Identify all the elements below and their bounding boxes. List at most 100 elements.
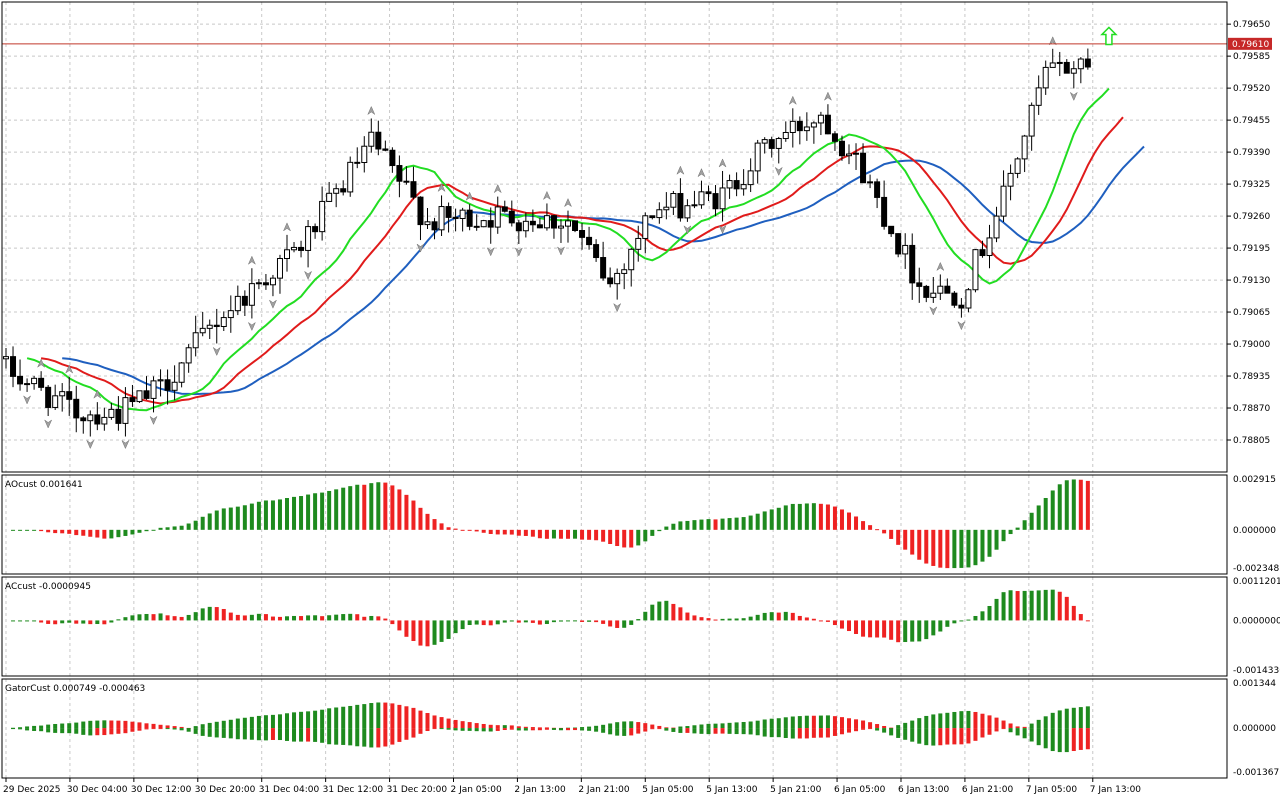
candle-bearish[interactable] (410, 181, 417, 198)
candle-bearish[interactable] (17, 375, 24, 385)
candle-bullish[interactable] (31, 377, 38, 385)
candle-bullish[interactable] (326, 192, 333, 202)
candle-bearish[interactable] (705, 191, 712, 195)
candle-bullish[interactable] (178, 362, 185, 383)
candle-bearish[interactable] (550, 215, 557, 229)
candle-bearish[interactable] (768, 139, 775, 149)
candle-bearish[interactable] (312, 226, 319, 233)
alligator-teeth-line[interactable] (40, 116, 1124, 405)
candle-bullish[interactable] (1070, 68, 1077, 74)
candle-bearish[interactable] (649, 215, 656, 219)
candle-bearish[interactable] (38, 377, 45, 388)
candle-bullish[interactable] (698, 191, 705, 206)
candle-bullish[interactable] (522, 220, 529, 232)
candle-bearish[interactable] (473, 225, 480, 228)
candle-bullish[interactable] (930, 292, 937, 298)
candle-bullish[interactable] (726, 180, 733, 189)
candle-bullish[interactable] (192, 332, 199, 349)
candle-bearish[interactable] (881, 196, 888, 227)
candle-bullish[interactable] (817, 114, 824, 124)
candle-bearish[interactable] (979, 249, 986, 257)
candle-bearish[interactable] (895, 233, 902, 255)
candle-bullish[interactable] (867, 181, 874, 184)
candle-bullish[interactable] (1028, 104, 1035, 137)
candle-bearish[interactable] (733, 180, 740, 190)
candle-bullish[interactable] (614, 272, 621, 285)
candle-bearish[interactable] (241, 295, 248, 306)
candle-bearish[interactable] (45, 386, 52, 408)
candle-bullish[interactable] (3, 356, 9, 360)
candle-bearish[interactable] (536, 224, 543, 229)
ao-pane[interactable] (11, 479, 1090, 569)
candle-bearish[interactable] (586, 236, 593, 246)
candle-bearish[interactable] (382, 148, 389, 151)
candle-bullish[interactable] (754, 142, 761, 172)
candle-bullish[interactable] (227, 310, 234, 319)
candle-bullish[interactable] (206, 324, 213, 329)
candle-bearish[interactable] (944, 285, 951, 294)
candle-bearish[interactable] (860, 152, 867, 184)
buy-signal-arrow-icon[interactable] (1100, 26, 1118, 46)
candle-bullish[interactable] (319, 200, 326, 233)
candle-bearish[interactable] (340, 188, 347, 193)
candle-bearish[interactable] (951, 292, 958, 306)
candle-bearish[interactable] (958, 304, 965, 309)
candle-bearish[interactable] (262, 282, 269, 286)
candle-bullish[interactable] (902, 244, 909, 255)
candle-bullish[interactable] (150, 380, 157, 399)
candle-bullish[interactable] (656, 209, 663, 219)
candle-bullish[interactable] (171, 381, 178, 391)
candle-bearish[interactable] (403, 180, 410, 183)
candle-bullish[interactable] (361, 145, 368, 164)
candle-bearish[interactable] (375, 131, 382, 150)
candle-bearish[interactable] (712, 193, 719, 210)
candle-bullish[interactable] (59, 391, 66, 397)
candle-bearish[interactable] (831, 133, 838, 142)
candle-bullish[interactable] (684, 205, 691, 219)
candle-bearish[interactable] (298, 246, 305, 251)
candle-bullish[interactable] (810, 122, 817, 128)
candle-bullish[interactable] (438, 206, 445, 231)
candle-bearish[interactable] (501, 206, 508, 212)
candle-bearish[interactable] (94, 414, 101, 425)
candle-bullish[interactable] (459, 209, 466, 219)
candle-bearish[interactable] (213, 324, 220, 328)
candle-bullish[interactable] (220, 317, 227, 328)
candle-bearish[interactable] (874, 181, 881, 198)
candle-bullish[interactable] (1049, 62, 1056, 68)
candle-bullish[interactable] (333, 188, 340, 194)
candle-bearish[interactable] (515, 222, 522, 232)
candle-bearish[interactable] (417, 196, 424, 226)
candle-bearish[interactable] (354, 161, 361, 164)
candle-bullish[interactable] (1014, 158, 1021, 174)
candle-bullish[interactable] (761, 139, 768, 144)
candle-bullish[interactable] (543, 215, 550, 229)
candle-bearish[interactable] (66, 391, 73, 400)
candle-bullish[interactable] (747, 170, 754, 186)
candle-bullish[interactable] (157, 379, 164, 382)
candle-bullish[interactable] (803, 126, 810, 132)
candle-bullish[interactable] (986, 237, 993, 257)
candle-bearish[interactable] (10, 356, 17, 377)
candle-bullish[interactable] (740, 184, 747, 190)
price-pane[interactable] (2, 26, 1227, 450)
candle-bullish[interactable] (691, 204, 698, 207)
candle-bearish[interactable] (888, 225, 895, 235)
candle-bullish[interactable] (846, 153, 852, 157)
candle-bearish[interactable] (923, 285, 930, 298)
candle-bullish[interactable] (101, 416, 108, 425)
candle-bullish[interactable] (937, 285, 944, 294)
candle-bullish[interactable] (87, 414, 94, 422)
candle-bullish[interactable] (248, 283, 255, 306)
candle-bullish[interactable] (122, 397, 129, 424)
candle-bullish[interactable] (628, 248, 635, 271)
candle-bullish[interactable] (1035, 87, 1042, 106)
candle-bearish[interactable] (431, 221, 438, 231)
candle-bullish[interactable] (972, 249, 979, 291)
candle-bearish[interactable] (115, 408, 122, 424)
candle-bullish[interactable] (1042, 66, 1049, 89)
candle-bearish[interactable] (508, 210, 515, 224)
candle-bearish[interactable] (593, 244, 600, 259)
candle-bearish[interactable] (677, 193, 684, 219)
